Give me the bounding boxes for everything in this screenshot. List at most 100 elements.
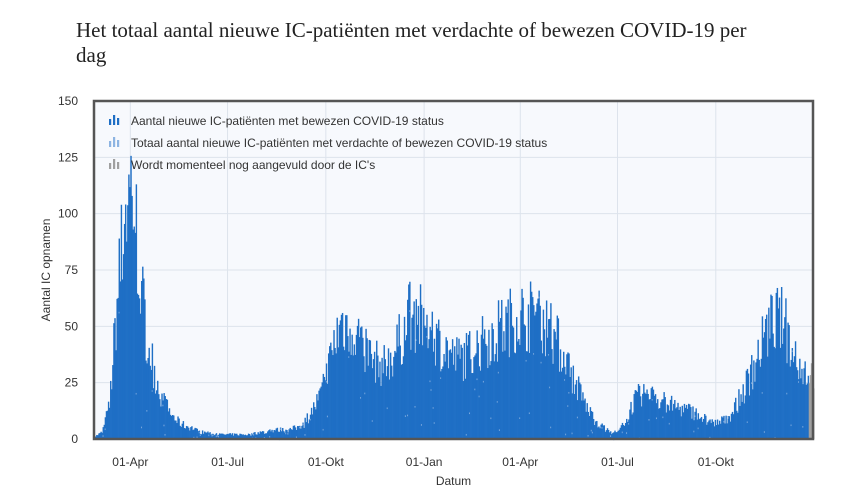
bar-suspected-segment	[433, 422, 435, 424]
bar	[164, 396, 166, 439]
bar	[196, 428, 198, 439]
bar	[652, 389, 655, 439]
bar	[660, 402, 662, 439]
bar	[696, 419, 698, 439]
bar-suspected-segment	[590, 429, 592, 432]
bar	[747, 373, 750, 439]
bar	[800, 378, 802, 439]
bar	[126, 241, 128, 439]
bar-suspected-segment	[655, 417, 658, 420]
bar	[622, 425, 625, 439]
bar	[134, 232, 137, 439]
legend-item: Totaal aantal nieuwe IC-patiënten met ve…	[109, 136, 547, 150]
bar	[204, 431, 206, 439]
bar	[112, 365, 114, 439]
bar	[139, 313, 142, 439]
bar	[432, 351, 435, 439]
bar-suspected-segment	[751, 382, 753, 384]
bar	[483, 329, 486, 439]
bar	[663, 392, 665, 439]
bar	[183, 428, 186, 439]
bar	[810, 363, 813, 439]
bar	[616, 432, 618, 439]
bar	[448, 350, 451, 439]
bar	[715, 425, 718, 439]
bar	[748, 395, 751, 439]
bar	[403, 316, 406, 439]
bar	[361, 326, 363, 439]
bar	[107, 401, 110, 439]
bar	[784, 317, 786, 439]
bar	[235, 433, 237, 439]
bar	[145, 360, 147, 439]
bar	[377, 355, 379, 439]
bar	[650, 388, 653, 439]
bar	[639, 396, 642, 439]
bar	[176, 423, 178, 439]
bar	[331, 350, 333, 439]
bar	[670, 395, 673, 439]
bar	[195, 428, 197, 439]
bar	[768, 307, 770, 439]
bar	[333, 330, 335, 439]
bar-suspected-segment	[135, 392, 137, 395]
legend: Aantal nieuwe IC-patiënten met bewezen C…	[109, 114, 547, 172]
bar	[596, 420, 598, 439]
bar	[274, 430, 276, 439]
bar	[632, 412, 634, 439]
bar	[756, 358, 758, 439]
bar	[542, 309, 545, 439]
bar	[290, 429, 292, 439]
bar-suspected-segment	[591, 431, 593, 434]
bar	[714, 419, 717, 439]
bar	[439, 330, 441, 439]
bar	[227, 434, 229, 439]
bar	[285, 429, 287, 439]
bar	[720, 423, 722, 439]
bar	[322, 373, 325, 439]
bar-suspected-segment	[802, 426, 804, 428]
bar	[367, 365, 369, 439]
bar	[463, 342, 466, 439]
bar	[777, 308, 780, 439]
bar	[472, 373, 474, 439]
bar	[260, 432, 263, 439]
bar	[184, 428, 187, 439]
bar	[620, 425, 623, 439]
bar	[379, 361, 381, 439]
bar	[430, 330, 432, 439]
bar	[371, 368, 374, 439]
bar	[303, 427, 305, 439]
bar-suspected-segment	[193, 436, 195, 439]
bar	[95, 436, 97, 439]
bar	[513, 352, 516, 439]
bar	[317, 400, 319, 439]
bar	[270, 431, 272, 439]
bar	[209, 432, 211, 439]
bar	[671, 410, 674, 439]
bar	[788, 325, 790, 439]
bar	[273, 429, 275, 439]
bar	[152, 388, 155, 439]
bar	[709, 419, 711, 439]
bar-suspected-segment	[727, 417, 729, 419]
bar-suspected-segment	[651, 398, 653, 401]
bar	[785, 298, 787, 439]
bar	[481, 316, 484, 439]
bar	[378, 377, 380, 439]
bar	[683, 403, 686, 439]
bar	[368, 339, 370, 439]
bar-suspected-segment	[628, 423, 630, 425]
bar	[450, 352, 453, 439]
bar-suspected-segment	[322, 428, 324, 431]
y-axis-label: Aantal IC opnamen	[39, 219, 53, 322]
bar	[751, 355, 753, 439]
bar	[591, 411, 594, 439]
bar-suspected-segment	[478, 395, 480, 398]
bar	[710, 423, 712, 439]
bar	[635, 390, 638, 439]
bar	[667, 405, 670, 439]
bar-suspected-segment	[211, 434, 213, 437]
bar	[357, 318, 360, 439]
bar-suspected-segment	[198, 431, 200, 434]
